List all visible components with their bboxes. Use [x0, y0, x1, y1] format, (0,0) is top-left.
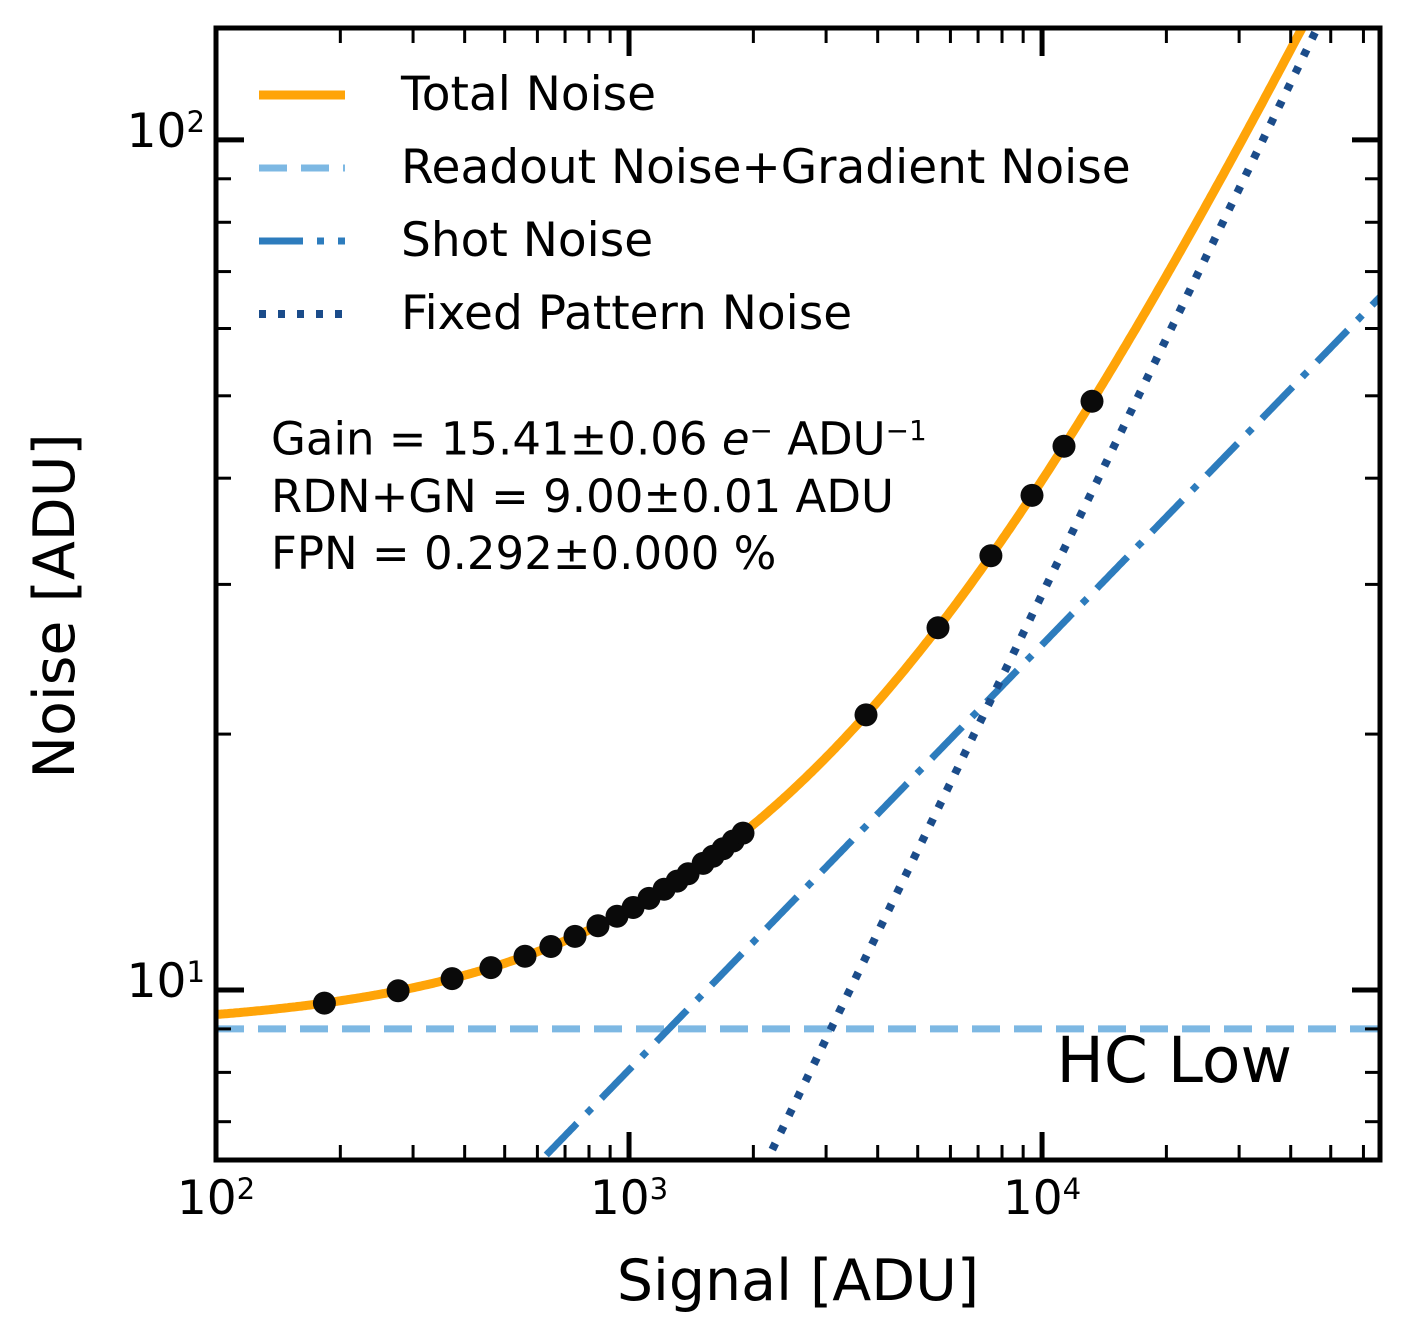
data-point [539, 935, 563, 958]
data-point [386, 979, 410, 1003]
fit-results-annotation: Gain = 15.41±0.06 e− ADU−1 RDN+GN = 9.00… [271, 402, 927, 582]
rdn-gn-line: RDN+GN = 9.00±0.01 ADU [271, 469, 894, 523]
channel-label: HC Low [1056, 1024, 1292, 1097]
data-point [513, 944, 537, 968]
x-tick-label-100: 102 [176, 1171, 256, 1226]
data-point [440, 967, 464, 991]
fixed-pattern-noise-curve [762, 28, 1322, 1160]
x-axis-title: Signal [ADU] [616, 1248, 980, 1314]
data-point [1052, 434, 1076, 458]
legend-label: Readout Noise+Gradient Noise [401, 140, 1131, 195]
data-point [312, 991, 336, 1015]
legend-item-fixed-pattern-noise: Fixed Pattern Noise [256, 277, 1131, 350]
data-point [1020, 483, 1044, 507]
shot-noise-line-sample-icon [259, 237, 345, 244]
legend: Total Noise Readout Noise+Gradient Noise… [256, 58, 1131, 350]
legend-item-shot-noise: Shot Noise [256, 204, 1131, 277]
readout-noise-line-sample-icon [259, 164, 345, 171]
x-tick-label-10000: 104 [1002, 1171, 1082, 1226]
gain-line: Gain = 15.41±0.06 e− ADU−1 [271, 412, 927, 466]
fixed-pattern-noise-line-sample-icon [259, 309, 345, 318]
total-noise-line-sample-icon [259, 90, 345, 99]
y-axis-title: Noise [ADU] [22, 433, 88, 779]
legend-label: Shot Noise [401, 213, 654, 268]
data-point [586, 914, 610, 938]
y-tick-label-100: 102 [126, 104, 205, 159]
legend-item-total-noise: Total Noise [256, 58, 1131, 131]
data-point [854, 703, 878, 727]
data-point [926, 616, 950, 640]
data-point [731, 821, 755, 845]
axes-spines [213, 25, 1383, 1163]
data-point [1080, 389, 1104, 413]
y-tick-label-10: 101 [126, 954, 205, 1009]
data-point [979, 544, 1003, 568]
total-noise-curve [216, 28, 1308, 1019]
legend-label: Fixed Pattern Noise [401, 286, 853, 341]
x-tick-label-1000: 103 [589, 1171, 669, 1226]
legend-item-readout-noise: Readout Noise+Gradient Noise [256, 131, 1131, 204]
legend-label: Total Noise [401, 67, 657, 122]
data-point [479, 956, 503, 980]
data-point [563, 924, 587, 948]
fpn-line: FPN = 0.292±0.000 % [271, 526, 777, 580]
